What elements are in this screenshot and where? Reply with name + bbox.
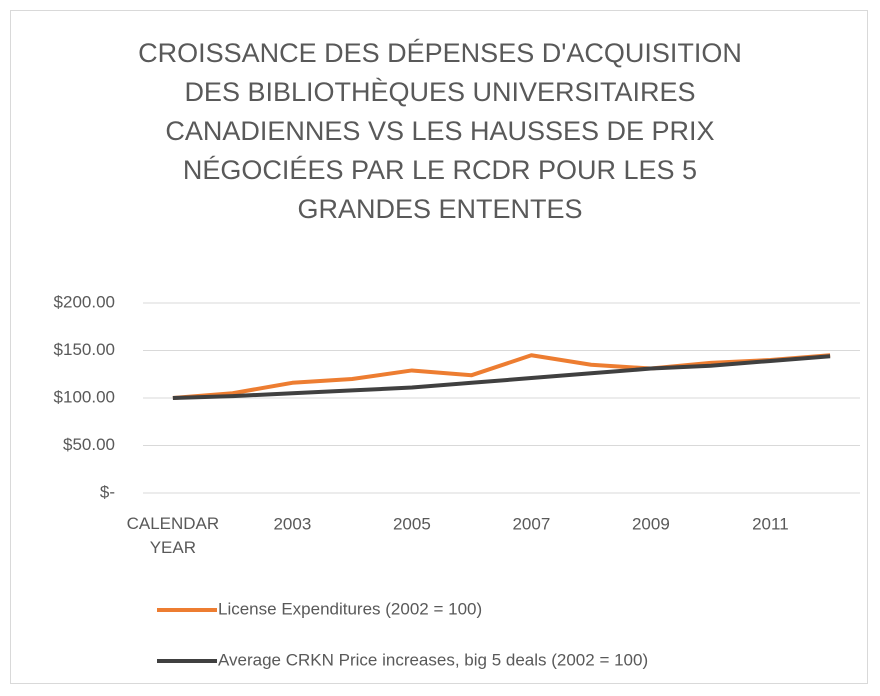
x-tick-label: 2007: [512, 514, 550, 533]
chart-title: CROISSANCE DES DÉPENSES D'ACQUISITION DE…: [138, 38, 742, 224]
x-tick-label-line: CALENDAR: [127, 514, 220, 533]
legend-label: License Expenditures (2002 = 100): [218, 599, 482, 618]
x-tick-label: 2003: [273, 514, 311, 533]
chart-frame: [10, 10, 868, 684]
x-tick-label: CALENDAR YEAR: [127, 514, 220, 557]
legend-label: Average CRKN Price increases, big 5 deal…: [218, 650, 648, 669]
y-tick-label: $150.00: [54, 340, 115, 359]
y-tick-label: $50.00: [63, 435, 115, 454]
data-line: [172, 353, 831, 400]
x-tick-label: 2011: [752, 514, 789, 533]
x-tick-label: 2005: [393, 514, 431, 533]
data-line: [172, 354, 831, 400]
y-tick-label: $200.00: [54, 292, 115, 311]
y-tick-label: $100.00: [54, 387, 115, 406]
x-tick-label-line: YEAR: [150, 538, 196, 557]
x-tick-label: 2009: [632, 514, 670, 533]
y-tick-label: $-: [100, 482, 115, 501]
